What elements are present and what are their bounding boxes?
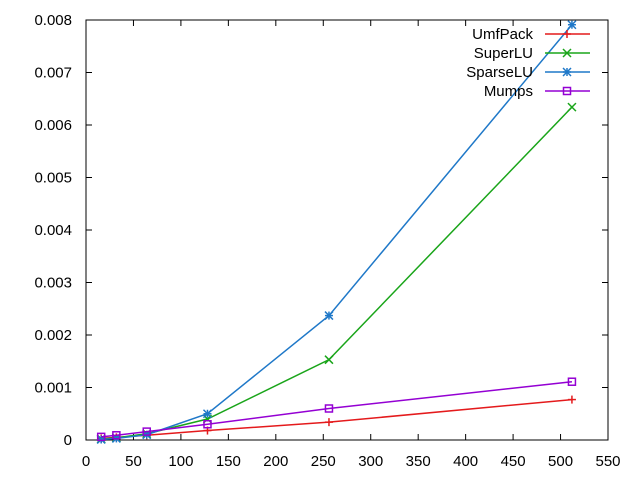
- data-point-superlu-b: [567, 102, 577, 112]
- legend-marker-mumps: [562, 86, 572, 96]
- y-tick-label: 0.002: [34, 327, 72, 344]
- legend-label-mumps: Mumps: [484, 83, 533, 100]
- data-point-sparselu: [567, 20, 577, 30]
- legend-marker-sparselu-b: [562, 67, 572, 77]
- x-tick-label: 100: [168, 453, 193, 470]
- y-tick-label: 0.001: [34, 380, 72, 397]
- legend-marker-sparselu: [562, 67, 572, 77]
- legend-label-sparselu: SparseLU: [466, 64, 533, 81]
- data-point-mumps: [203, 420, 212, 429]
- data-point-mumps: [112, 431, 121, 440]
- y-tick-label: 0.003: [34, 275, 72, 292]
- legend-label-superlu: SuperLU: [474, 45, 533, 62]
- data-point-sparselu-b: [324, 311, 334, 321]
- data-point-sparselu: [202, 409, 213, 419]
- x-tick-label: 450: [501, 453, 526, 470]
- data-point-mumps: [324, 404, 334, 413]
- data-point-sparselu-b: [567, 20, 577, 30]
- x-tick-label: 400: [453, 453, 478, 470]
- axis-ticks: 0 50 100 150 200 250 300 350 400 450 500 550 0 0.001 0…: [34, 12, 620, 470]
- legend-label-umfpack: UmfPack: [472, 26, 533, 43]
- data-point-superlu-b: [324, 355, 334, 365]
- x-tick-label: 500: [548, 453, 573, 470]
- x-tick-label: 150: [216, 453, 241, 470]
- data-point-sparselu-b: [202, 409, 213, 419]
- y-tick-label: 0.008: [34, 12, 72, 29]
- legend-marker-superlu: [562, 48, 572, 58]
- y-tick-label: 0.005: [34, 170, 72, 187]
- series-line-mumps: [101, 380, 573, 438]
- series-line-umfpack: [101, 398, 573, 440]
- x-tick-label: 200: [263, 453, 288, 470]
- data-point-umfpack: [324, 418, 333, 427]
- legend-marker-umfpack: [563, 30, 571, 38]
- x-tick-label: 300: [358, 453, 383, 470]
- data-point-superlu: [324, 355, 334, 365]
- y-tick-label: 0.004: [34, 222, 72, 239]
- y-tick-label: 0.006: [34, 117, 72, 134]
- x-tick-label: 250: [311, 453, 336, 470]
- legend-marker-superlu-b: [562, 48, 572, 58]
- x-tick-label: 50: [125, 453, 142, 470]
- data-point-sparselu: [324, 311, 334, 321]
- legend: UmfPack SuperLU SparseLU Mumps: [466, 26, 590, 100]
- y-tick-label: 0: [64, 432, 72, 449]
- x-tick-label: 0: [82, 453, 90, 470]
- data-point-mumps: [142, 427, 151, 436]
- x-tick-label: 350: [406, 453, 431, 470]
- data-point-mumps: [567, 377, 577, 386]
- y-tick-label: 0.007: [34, 65, 72, 82]
- x-tick-label: 550: [595, 453, 620, 470]
- data-point-mumps: [96, 432, 106, 442]
- data-point-umfpack: [567, 395, 576, 404]
- series-lines: [96, 20, 577, 445]
- data-point-superlu: [567, 102, 577, 112]
